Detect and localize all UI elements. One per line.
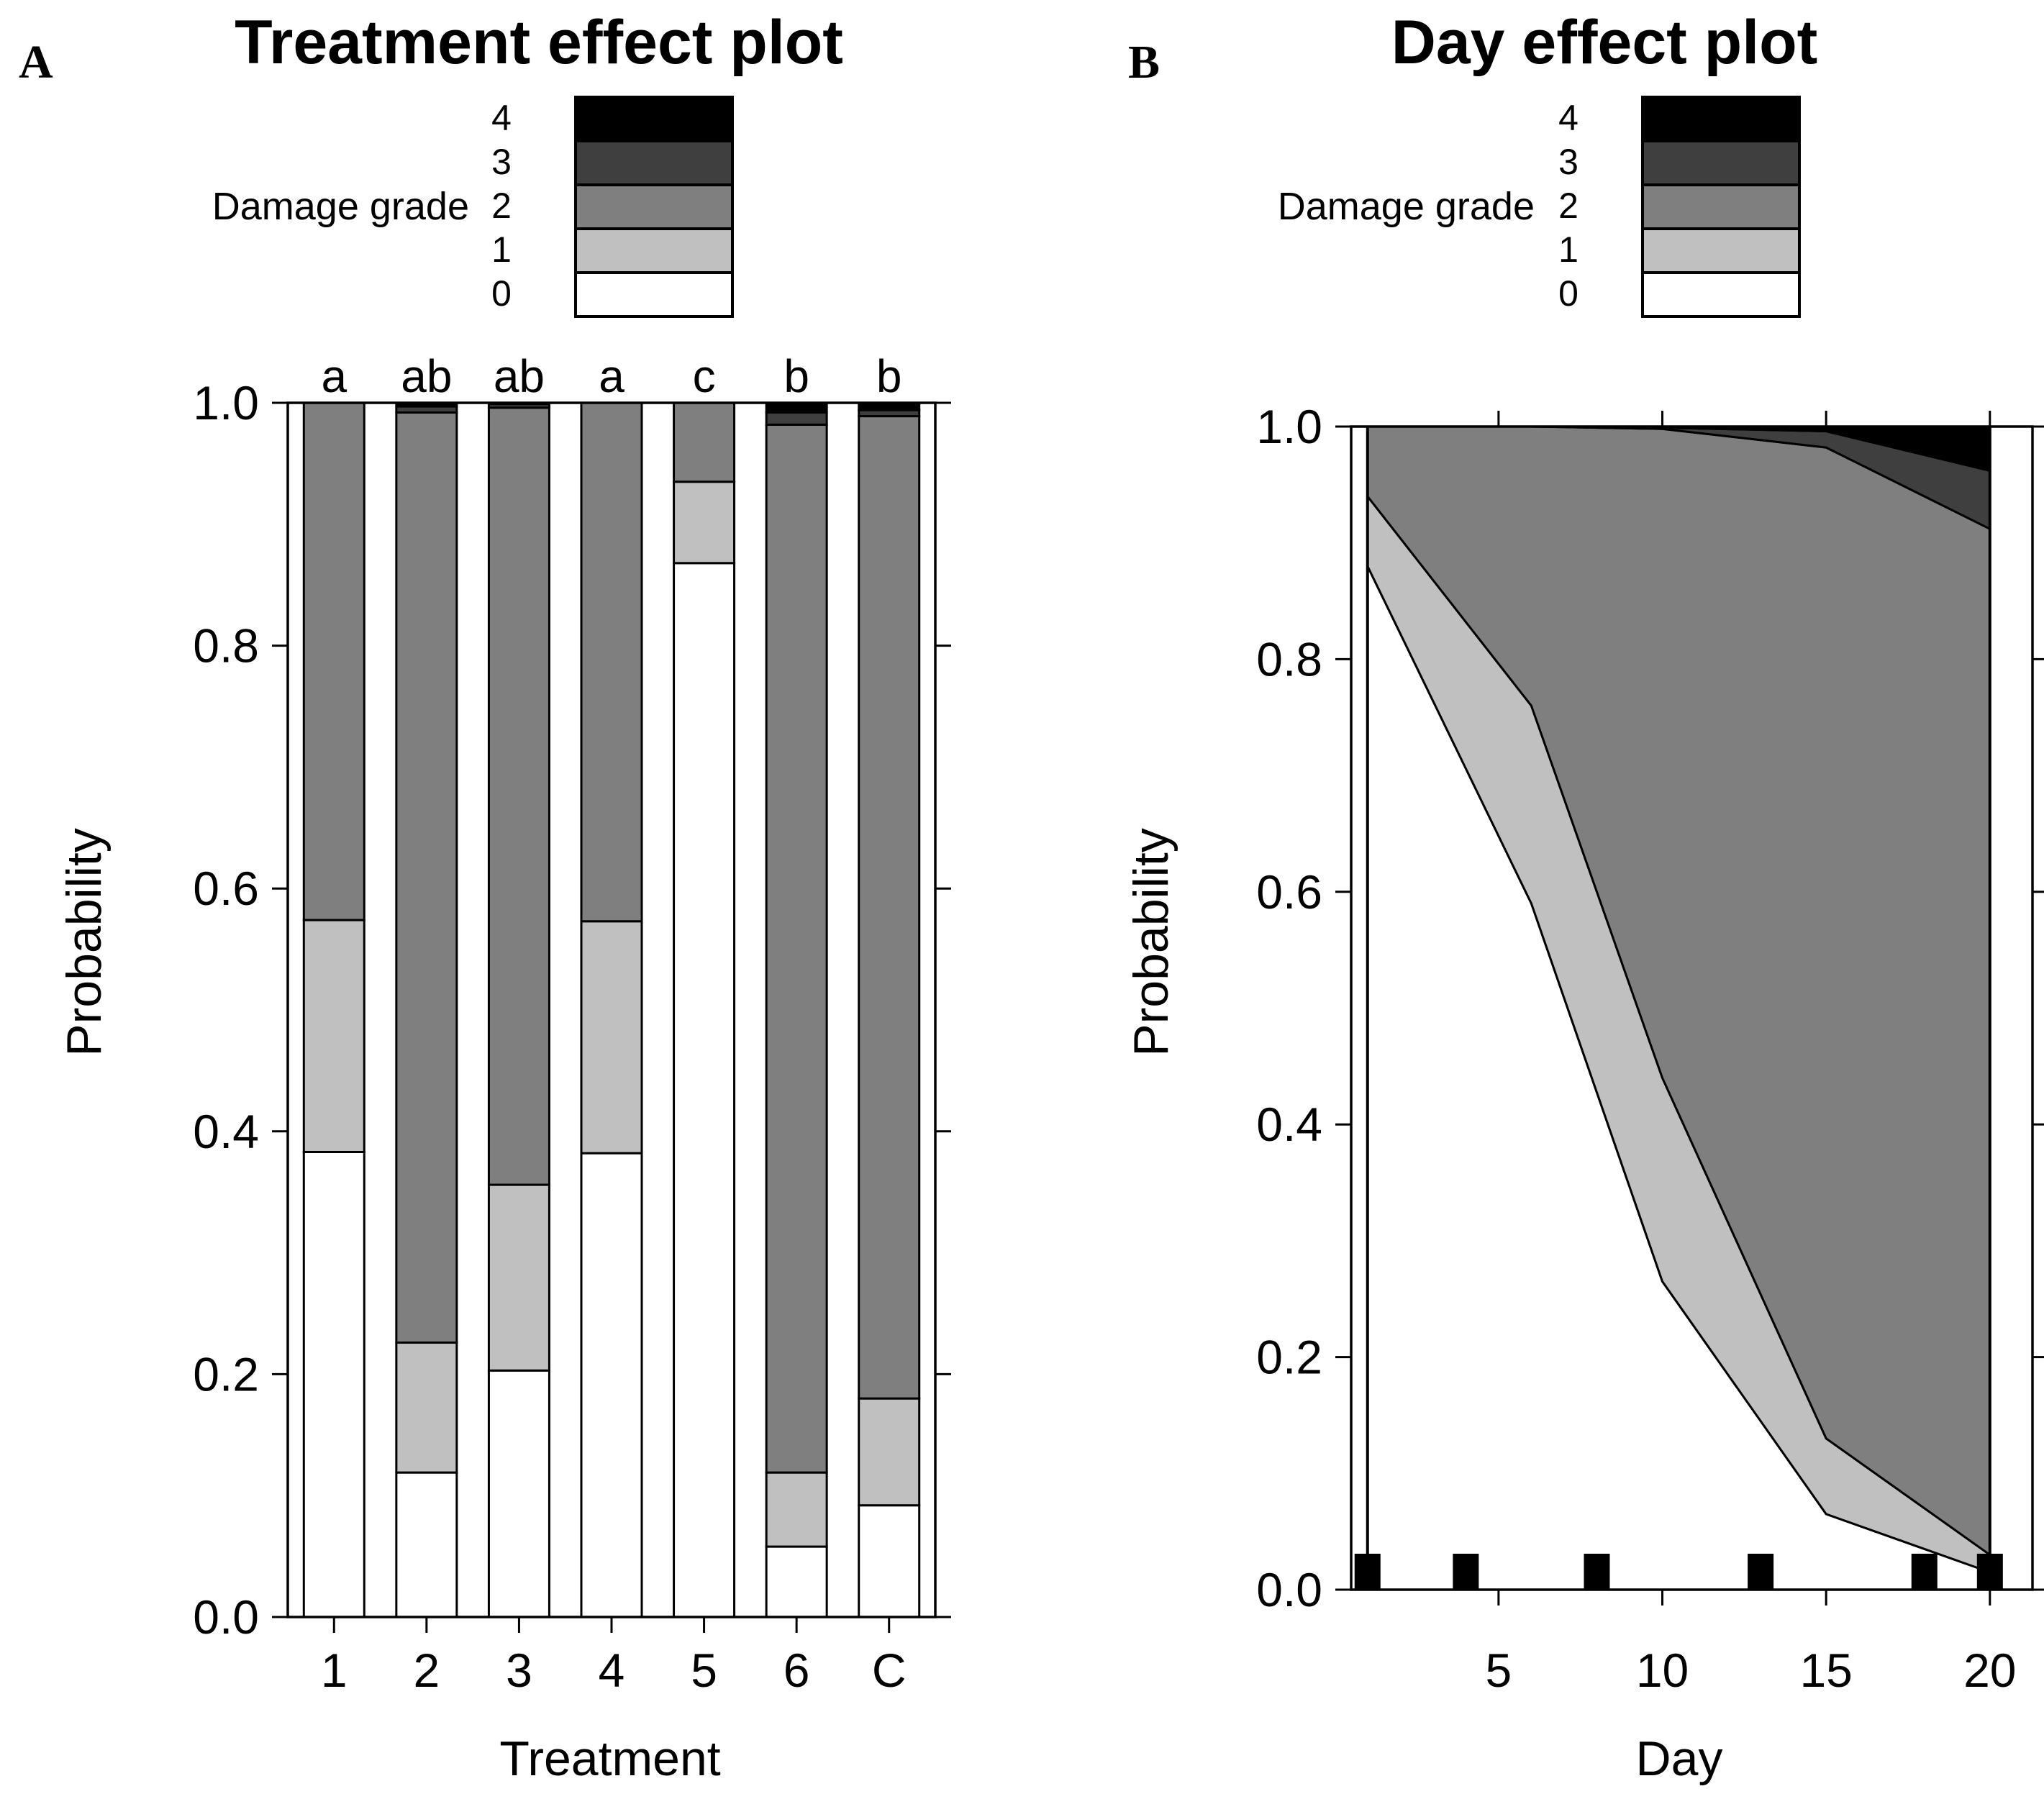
panel-a-bar-6-grade-0 bbox=[765, 1545, 828, 1618]
panel-a-y-tick-label-0.4: 0.4 bbox=[193, 1105, 259, 1158]
panel-a-bar-3-grade-2 bbox=[487, 406, 550, 1186]
panel-b-rug-day-13 bbox=[1748, 1554, 1774, 1590]
panel-b-legend-label-4: 4 bbox=[1558, 98, 1579, 138]
panel-a-bar-1-grade-2 bbox=[302, 401, 365, 921]
panel-b-legend-label-3: 3 bbox=[1558, 142, 1579, 182]
panel-b-legend-label-2: 2 bbox=[1558, 186, 1579, 226]
panel-a-group-letter-2: ab bbox=[401, 350, 452, 402]
panel-a-title: Treatment effect plot bbox=[235, 8, 843, 77]
panel-a-group-letter-3: ab bbox=[494, 350, 545, 402]
panel-a-bar-4-grade-2 bbox=[580, 401, 643, 923]
panel-b-legend-swatch-2 bbox=[1641, 183, 1801, 230]
panel-b-x-tick-label-20: 20 bbox=[1963, 1644, 2016, 1697]
panel-b-rug-day-1 bbox=[1354, 1554, 1381, 1590]
panel-a-y-tick-label-0.2: 0.2 bbox=[193, 1347, 259, 1401]
panel-a-x-tick-label-4: 4 bbox=[599, 1644, 625, 1697]
panel-a-x-tick-label-5: 5 bbox=[691, 1644, 717, 1697]
panel-b-y-label: Probability bbox=[1124, 828, 1178, 1057]
panel-a-bar-2-grade-1 bbox=[395, 1342, 458, 1474]
panel-a-bar-1-grade-0 bbox=[302, 1150, 365, 1618]
panel-a-bar-5-grade-1 bbox=[673, 481, 736, 565]
panel-b-y-tick-label-0.4: 0.4 bbox=[1256, 1098, 1322, 1151]
panel-b-y-tick-label-0.0: 0.0 bbox=[1256, 1563, 1322, 1616]
panel-a-bar-6-grade-1 bbox=[765, 1471, 828, 1548]
panel-a-group-letter-C: b bbox=[876, 350, 902, 402]
panel-b-plot-border bbox=[1350, 425, 2034, 1591]
panel-b-legend-label-0: 0 bbox=[1558, 273, 1579, 314]
panel-a-y-label: Probability bbox=[57, 828, 112, 1057]
panel-b-legend-label-1: 1 bbox=[1558, 229, 1579, 270]
panel-b-x-tick-label-15: 15 bbox=[1799, 1644, 1852, 1697]
panel-a-legend-swatch-3 bbox=[574, 140, 734, 186]
panel-a-legend-swatch-2 bbox=[574, 183, 734, 230]
panel-b-y-tick-label-0.2: 0.2 bbox=[1256, 1331, 1322, 1384]
panel-a-bar-6-grade-4 bbox=[765, 401, 828, 414]
panel-a-y-tick-label-0.0: 0.0 bbox=[193, 1590, 259, 1644]
panel-a-bar-1-grade-1 bbox=[302, 919, 365, 1153]
panel-a-bar-C-grade-0 bbox=[858, 1504, 921, 1618]
panel-b-x-tick-label-10: 10 bbox=[1636, 1644, 1689, 1697]
panel-b-x-tick-label-5: 5 bbox=[1486, 1644, 1512, 1697]
panel-b-legend-swatch-1 bbox=[1641, 227, 1801, 274]
panel-b-x-label: Day bbox=[1636, 1731, 1723, 1786]
panel-b-legend-title: Damage grade bbox=[1278, 185, 1535, 228]
panel-a-legend-title: Damage grade bbox=[212, 185, 469, 228]
panel-a-bar-6-grade-3 bbox=[765, 411, 828, 426]
panel-a-legend-swatch-1 bbox=[574, 227, 734, 274]
panel-a-x-tick-label-2: 2 bbox=[413, 1644, 440, 1697]
panel-a-x-label: Treatment bbox=[499, 1731, 720, 1786]
panel-a-plot-border bbox=[286, 401, 937, 1618]
panel-b-rug-day-8 bbox=[1584, 1554, 1610, 1590]
panel-b-title: Day effect plot bbox=[1391, 8, 1818, 77]
panel-a-bar-2-grade-0 bbox=[395, 1471, 458, 1618]
panel-a-group-letter-6: b bbox=[783, 350, 809, 402]
panel-a-bar-C-grade-1 bbox=[858, 1397, 921, 1507]
panel-b-y-tick-label-1.0: 1.0 bbox=[1256, 400, 1322, 453]
panel-a-bar-3-grade-0 bbox=[487, 1369, 550, 1618]
panel-b-legend-swatch-3 bbox=[1641, 140, 1801, 186]
panel-a-bar-5-grade-2 bbox=[673, 401, 736, 483]
panel-a-y-tick-label-0.8: 0.8 bbox=[193, 619, 259, 673]
panel-a-bar-C-grade-2 bbox=[858, 415, 921, 1400]
panel-a-legend-label-4: 4 bbox=[491, 98, 512, 138]
panel-a-x-tick-label-C: C bbox=[872, 1644, 907, 1697]
panel-a-group-letter-1: a bbox=[321, 350, 347, 402]
panel-a-group-letter-5: c bbox=[693, 350, 716, 402]
panel-b-legend-swatch-4 bbox=[1641, 96, 1801, 142]
panel-a-legend-label-1: 1 bbox=[491, 229, 512, 270]
panel-a: A Treatment effect plot Damage grade Tre… bbox=[19, 8, 951, 1786]
panel-b-y-tick-label-0.6: 0.6 bbox=[1256, 865, 1322, 919]
panel-a-legend-swatch-4 bbox=[574, 96, 734, 142]
panel-b-rug-day-20 bbox=[1976, 1554, 2003, 1590]
panel-b: B Day effect plot Damage grade Day Proba… bbox=[1124, 8, 2044, 1786]
panel-a-bar-4-grade-0 bbox=[580, 1152, 643, 1618]
panel-a-y-tick-label-0.6: 0.6 bbox=[193, 862, 259, 915]
panel-b-rug-day-4 bbox=[1453, 1554, 1479, 1590]
panel-b-plot: 5 10 15 20 0.0 0.2 0.4 0.6 0.8 1.0 bbox=[1256, 400, 2044, 1697]
panel-b-legend-swatch-0 bbox=[1641, 271, 1801, 318]
panel-a-x-tick-label-6: 6 bbox=[783, 1644, 810, 1697]
panel-a-x-tick-label-3: 3 bbox=[506, 1644, 532, 1697]
panel-a-bar-2-grade-2 bbox=[395, 411, 458, 1344]
panel-a-bar-5-grade-0 bbox=[673, 562, 736, 1618]
panel-a-legend-label-2: 2 bbox=[491, 186, 512, 226]
panel-b-rug-day-18 bbox=[1911, 1554, 1938, 1590]
panel-a-x-tick-label-1: 1 bbox=[321, 1644, 348, 1697]
panel-a-bar-4-grade-1 bbox=[580, 920, 643, 1154]
panel-b-letter: B bbox=[1128, 36, 1160, 88]
panel-a-legend-label-3: 3 bbox=[491, 142, 512, 182]
panel-b-y-tick-label-0.8: 0.8 bbox=[1256, 632, 1322, 686]
panel-a-legend-swatch-0 bbox=[574, 271, 734, 318]
panel-a-bar-3-grade-1 bbox=[487, 1183, 550, 1372]
panel-a-letter: A bbox=[19, 36, 53, 88]
panel-a-bar-6-grade-2 bbox=[765, 423, 828, 1474]
panel-a-legend-label-0: 0 bbox=[491, 273, 512, 314]
panel-a-group-letter-4: a bbox=[599, 350, 624, 402]
panel-a-y-tick-label-1.0: 1.0 bbox=[193, 376, 259, 429]
panel-a-plot: a 1 ab 2 ab 3 a 4 c 5 b 6 b C 0.0 0.2 0.4 0.6 0.8 1.0 bbox=[193, 350, 951, 1697]
